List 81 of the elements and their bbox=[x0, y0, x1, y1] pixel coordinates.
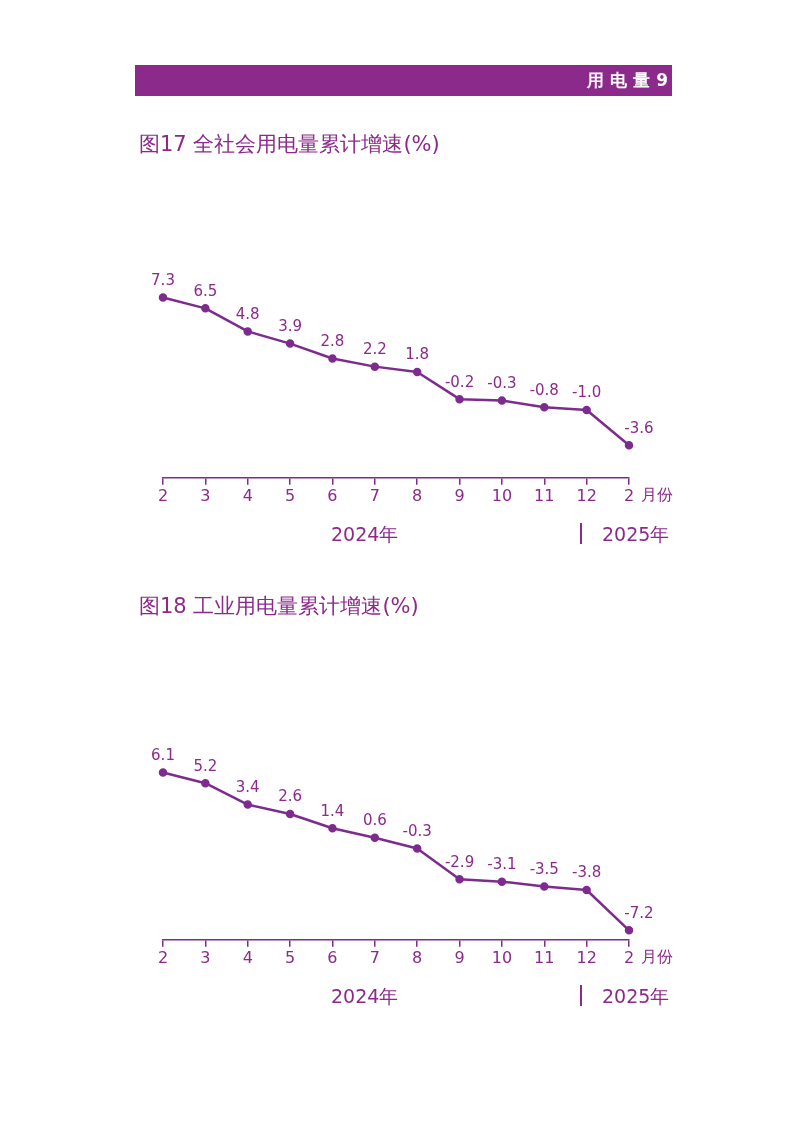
x-tick-label: 5 bbox=[285, 947, 296, 967]
data-label: -7.2 bbox=[624, 903, 654, 922]
point bbox=[540, 403, 549, 412]
data-label: -0.8 bbox=[529, 380, 559, 399]
point bbox=[370, 833, 380, 843]
text: 用 电 量 9 bbox=[587, 69, 668, 92]
point bbox=[455, 394, 464, 404]
x-tick-label: 2 bbox=[623, 947, 635, 967]
x-tick-label: 8 bbox=[412, 485, 423, 505]
chart-title: 图17 全社会用电量累计增速(%) bbox=[139, 131, 441, 158]
data-label: -2.9 bbox=[444, 852, 475, 871]
data-label: 5.2 bbox=[193, 756, 218, 775]
x-tick-label: 3 bbox=[200, 947, 211, 967]
data-label: 7.3 bbox=[151, 270, 175, 289]
chart-title: 图18 工业用电量累计增速(%) bbox=[139, 593, 420, 620]
x-tick-label: 6 bbox=[327, 947, 338, 967]
data-label: -3.5 bbox=[529, 859, 559, 878]
data-label: -0.3 bbox=[487, 373, 517, 392]
x-tick-label: 10 bbox=[491, 485, 513, 505]
data-label: 1.4 bbox=[320, 801, 345, 820]
x-tick-label: 2 bbox=[623, 485, 635, 505]
point bbox=[285, 339, 295, 348]
point bbox=[201, 778, 210, 788]
text: 2025年 bbox=[602, 522, 670, 547]
point bbox=[540, 882, 549, 891]
data-label: 2.2 bbox=[362, 340, 387, 359]
x-tick-label: 8 bbox=[412, 947, 423, 967]
point bbox=[328, 354, 337, 363]
point bbox=[455, 875, 464, 884]
x-tick-label: 11 bbox=[534, 485, 555, 505]
x-tick-label: 10 bbox=[491, 947, 513, 967]
text: 2024年 bbox=[331, 522, 399, 547]
x-tick-label: 2 bbox=[157, 485, 169, 505]
x-tick-label: 5 bbox=[285, 485, 296, 505]
x-tick-label: 2 bbox=[157, 947, 169, 967]
data-label: 0.6 bbox=[362, 811, 387, 830]
x-tick-label: 7 bbox=[369, 485, 380, 505]
data-label: 3.9 bbox=[278, 316, 303, 335]
data-label: -0.3 bbox=[402, 821, 432, 840]
point bbox=[624, 926, 634, 935]
data-label: -3.1 bbox=[487, 855, 517, 874]
x-tick-label: 4 bbox=[242, 485, 253, 505]
x-axis-title: 月份 bbox=[641, 946, 673, 966]
point bbox=[201, 304, 210, 313]
x-tick-label: 12 bbox=[576, 485, 597, 505]
point bbox=[328, 824, 337, 833]
point bbox=[158, 293, 168, 302]
data-label: 2.6 bbox=[278, 787, 303, 806]
data-label: -0.2 bbox=[444, 372, 475, 391]
data-label: 6.1 bbox=[151, 745, 175, 764]
point bbox=[497, 396, 507, 405]
text: 2025年 bbox=[602, 984, 670, 1009]
data-label: 2.8 bbox=[320, 331, 345, 350]
x-tick-label: 6 bbox=[327, 485, 338, 505]
data-label: -3.6 bbox=[624, 418, 654, 437]
point bbox=[624, 441, 634, 450]
point bbox=[243, 800, 252, 809]
point bbox=[412, 367, 422, 377]
x-tick-label: 9 bbox=[454, 947, 465, 967]
x-tick-label: 4 bbox=[242, 947, 253, 967]
data-label: 4.8 bbox=[235, 304, 260, 323]
text: 2024年 bbox=[331, 984, 399, 1009]
point bbox=[158, 768, 168, 777]
point bbox=[285, 809, 295, 819]
x-tick-label: 9 bbox=[454, 485, 465, 505]
data-label: -3.8 bbox=[572, 863, 602, 882]
x-tick-label: 12 bbox=[576, 947, 597, 967]
data-label: 1.8 bbox=[405, 345, 430, 364]
x-tick-label: 11 bbox=[534, 947, 555, 967]
point bbox=[243, 327, 252, 336]
point bbox=[370, 362, 380, 371]
point bbox=[582, 405, 591, 415]
data-label: 3.4 bbox=[235, 777, 260, 796]
data-label: -1.0 bbox=[572, 383, 602, 402]
x-axis-title: 月份 bbox=[641, 484, 673, 504]
x-tick-label: 3 bbox=[200, 485, 211, 505]
x-tick-label: 7 bbox=[369, 947, 380, 967]
data-label: 6.5 bbox=[193, 281, 218, 300]
point bbox=[497, 877, 507, 886]
point bbox=[412, 844, 422, 853]
point bbox=[582, 885, 591, 895]
